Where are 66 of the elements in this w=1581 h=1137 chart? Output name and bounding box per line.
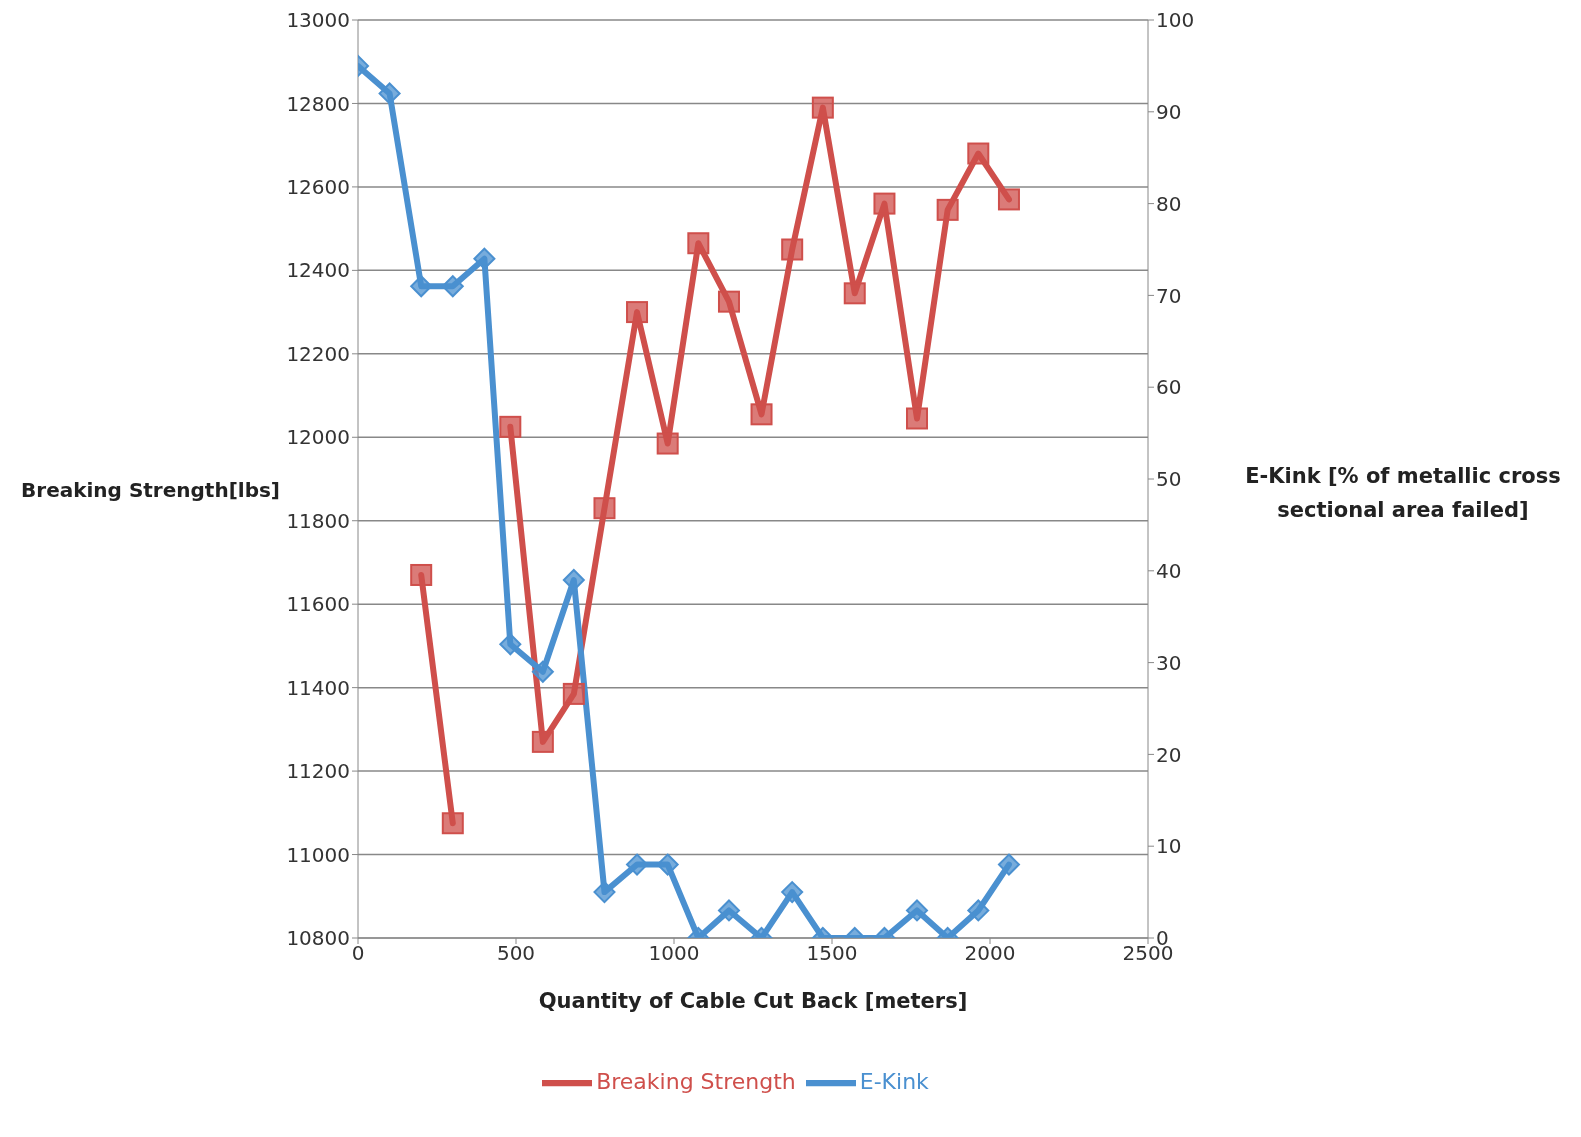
point [593, 881, 616, 904]
point [562, 568, 585, 591]
y-tick-label: 12200 [286, 341, 350, 366]
y-tick-label: 12400 [286, 258, 350, 283]
point [531, 730, 554, 753]
point [656, 853, 679, 876]
y2-tick-label: 100 [1156, 8, 1195, 33]
point [750, 403, 773, 426]
x-axis-title: Quantity of Cable Cut Back [meters] [538, 988, 968, 1013]
legend-label: E-Kink [859, 1069, 929, 1094]
y-tick-label: 11400 [286, 675, 350, 700]
y2-tick-label: 40 [1156, 558, 1182, 583]
x-tick-label: 1000 [648, 941, 700, 966]
legend-label: Breaking Strength [596, 1069, 796, 1094]
point [997, 853, 1020, 876]
y2-tick-label: 90 [1156, 99, 1182, 124]
point [410, 563, 433, 586]
point [593, 497, 616, 520]
point [656, 432, 679, 455]
y-tick-label: 11800 [286, 508, 350, 533]
point [936, 198, 959, 221]
y-tick-label: 12800 [286, 91, 350, 116]
x-tick-label: 500 [496, 941, 536, 966]
y2-tick-label: 10 [1156, 834, 1182, 859]
y2-tick-label: 20 [1156, 742, 1182, 767]
x-tick-label: 2000 [964, 941, 1016, 966]
point [499, 633, 522, 656]
y-tick-label: 11600 [286, 592, 350, 617]
point [717, 899, 740, 922]
y-axis-title: Breaking Strength[lbs] [20, 478, 280, 502]
point [626, 301, 649, 324]
x-tick-label: 1500 [806, 941, 858, 966]
point [781, 881, 804, 904]
y2-tick-label: 50 [1156, 467, 1182, 492]
y2-axis-title: E-Kink [% of metallic cross sectional area failed] [1244, 463, 1562, 524]
point [906, 899, 928, 922]
y-tick-label: 11200 [286, 759, 350, 784]
point [967, 899, 990, 922]
y2-tick-label: 80 [1156, 191, 1182, 216]
x-tick-label: 0 [351, 941, 365, 966]
point [626, 853, 649, 876]
point [473, 247, 496, 270]
y2-tick-label: 30 [1156, 650, 1182, 675]
point [967, 142, 990, 165]
point [562, 682, 585, 705]
point [997, 188, 1020, 211]
y2-tick-label: 60 [1156, 375, 1182, 400]
point [843, 282, 866, 305]
point [687, 232, 710, 255]
point [441, 275, 464, 298]
point [906, 407, 928, 430]
point [378, 82, 401, 105]
y-tick-label: 10800 [286, 926, 350, 951]
point [717, 290, 740, 313]
y2-tick-label: 70 [1156, 283, 1182, 308]
point [531, 660, 554, 683]
y-tick-label: 12600 [286, 175, 350, 200]
point [873, 192, 896, 215]
y-tick-label: 12000 [286, 425, 350, 450]
point [499, 415, 522, 438]
point [410, 275, 433, 298]
point [781, 238, 804, 261]
point [441, 812, 464, 835]
y-tick-label: 11000 [286, 842, 350, 867]
point [811, 96, 834, 119]
y-tick-label: 13000 [286, 8, 350, 33]
